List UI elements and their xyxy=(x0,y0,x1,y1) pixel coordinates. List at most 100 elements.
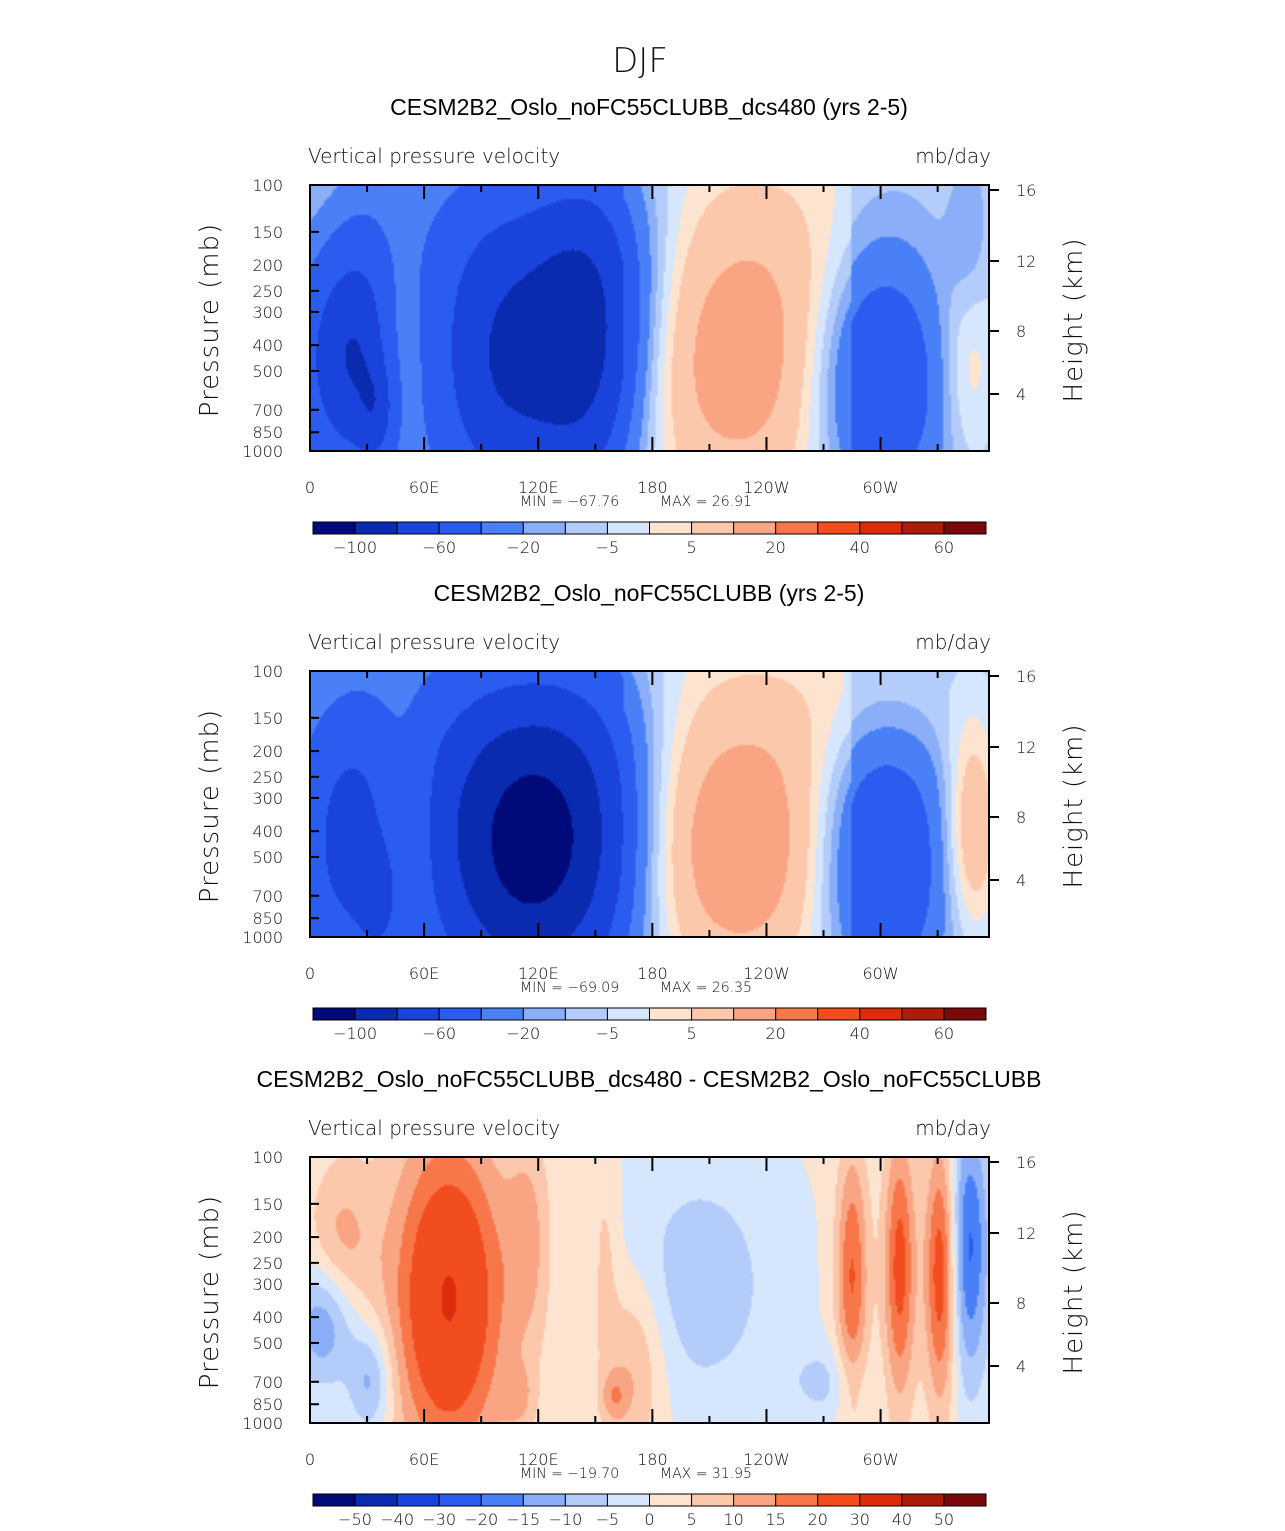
z-tick-label: 8 xyxy=(1016,808,1026,827)
colorbar-box xyxy=(564,1007,608,1021)
p-tick-label: 100 xyxy=(252,1148,283,1167)
contour-field xyxy=(310,671,989,937)
colorbar-box xyxy=(522,521,566,535)
x-tick-label: 180 xyxy=(637,478,668,497)
x-tick-label: 120E xyxy=(518,478,559,497)
z-tick-label: 4 xyxy=(1016,385,1026,404)
figure-title: DJF xyxy=(612,41,668,81)
variable-label: Vertical pressure velocity xyxy=(308,144,560,168)
colorbar-box xyxy=(312,521,356,535)
plot-frame xyxy=(309,184,990,452)
colorbar-label: −10 xyxy=(548,1510,582,1529)
colorbar-box xyxy=(606,521,650,535)
variable-label: Vertical pressure velocity xyxy=(308,630,560,654)
colorbar-label: −50 xyxy=(338,1510,372,1529)
colorbar-box xyxy=(943,521,987,535)
p-tick-label: 200 xyxy=(252,256,283,275)
colorbar-box xyxy=(312,1007,356,1021)
panel-title: CESM2B2_Oslo_noFC55CLUBB (yrs 2-5) xyxy=(434,580,865,606)
colorbar-box xyxy=(649,1007,693,1021)
x-tick-label: 0 xyxy=(305,964,315,983)
colorbar-box xyxy=(691,1007,735,1021)
p-tick-label: 400 xyxy=(252,822,283,841)
y-axis-title: Pressure (mb) xyxy=(195,1195,225,1389)
x-tick-label: 120E xyxy=(518,964,559,983)
x-tick-label: 60W xyxy=(862,478,898,497)
z-tick-label: 16 xyxy=(1016,181,1036,200)
min-label: MIN = −19.70 xyxy=(520,1466,619,1482)
p-tick-label: 400 xyxy=(252,336,283,355)
p-tick-label: 700 xyxy=(252,1373,283,1392)
p-tick-label: 250 xyxy=(252,1254,283,1273)
p-tick-label: 1000 xyxy=(242,442,283,461)
colorbar-box xyxy=(775,1007,819,1021)
p-tick-label: 150 xyxy=(252,223,283,242)
p-tick-label: 100 xyxy=(252,662,283,681)
colorbar-box xyxy=(480,1493,524,1507)
x-tick-label: 60E xyxy=(409,964,439,983)
colorbar-box xyxy=(606,1493,650,1507)
colorbar-label: −20 xyxy=(464,1510,498,1529)
p-tick-label: 500 xyxy=(252,848,283,867)
colorbar-box xyxy=(606,1007,650,1021)
x-tick-label: 60W xyxy=(862,964,898,983)
colorbar-label: −100 xyxy=(333,1024,377,1043)
z-tick-label: 12 xyxy=(1016,252,1036,271)
x-tick-label: 0 xyxy=(305,1450,315,1469)
colorbar-box xyxy=(775,1493,819,1507)
y2-axis-title: Height (km) xyxy=(1059,1210,1089,1375)
colorbar-label: 0 xyxy=(644,1510,654,1529)
colorbar-box xyxy=(817,1493,861,1507)
p-tick-label: 150 xyxy=(252,1195,283,1214)
colorbar-box xyxy=(859,521,903,535)
p-tick-label: 400 xyxy=(252,1308,283,1327)
p-tick-label: 850 xyxy=(252,909,283,928)
min-label: MIN = −69.09 xyxy=(520,980,619,996)
colorbar-box xyxy=(733,521,777,535)
colorbar-box xyxy=(438,1493,482,1507)
contour-field xyxy=(310,185,989,451)
colorbar-box xyxy=(691,1493,735,1507)
colorbar-label: 10 xyxy=(723,1510,743,1529)
z-tick-label: 8 xyxy=(1016,322,1026,341)
colorbar-box xyxy=(859,1493,903,1507)
plot-frame xyxy=(309,1156,990,1424)
y-axis-title: Pressure (mb) xyxy=(195,709,225,903)
colorbar-label: 50 xyxy=(934,1510,954,1529)
min-label: MIN = −67.76 xyxy=(520,494,619,510)
z-tick-label: 16 xyxy=(1016,667,1036,686)
p-tick-label: 200 xyxy=(252,1228,283,1247)
z-tick-label: 12 xyxy=(1016,738,1036,757)
panel-title: CESM2B2_Oslo_noFC55CLUBB_dcs480 (yrs 2-5… xyxy=(390,94,908,120)
colorbar-label: −60 xyxy=(422,1024,456,1043)
p-tick-label: 200 xyxy=(252,742,283,761)
colorbar-box xyxy=(901,1007,945,1021)
p-tick-label: 850 xyxy=(252,1395,283,1414)
colorbar-label: 5 xyxy=(686,1024,696,1043)
colorbar-box xyxy=(354,1007,398,1021)
max-label: MAX = 26.91 xyxy=(660,494,752,510)
colorbar-label: 40 xyxy=(892,1510,912,1529)
contour-field xyxy=(310,1157,989,1423)
units-label: mb/day xyxy=(915,1116,991,1140)
colorbar-box xyxy=(522,1007,566,1021)
p-tick-label: 700 xyxy=(252,887,283,906)
x-tick-label: 60W xyxy=(862,1450,898,1469)
units-label: mb/day xyxy=(915,630,991,654)
y-axis-title: Pressure (mb) xyxy=(195,223,225,417)
p-tick-label: 1000 xyxy=(242,1414,283,1433)
colorbar-box xyxy=(901,521,945,535)
p-tick-label: 250 xyxy=(252,768,283,787)
colorbar-label: 20 xyxy=(766,1024,786,1043)
colorbar-box xyxy=(396,1493,440,1507)
x-tick-label: 60E xyxy=(409,478,439,497)
colorbar-box xyxy=(817,521,861,535)
panel-1: CESM2B2_Oslo_noFC55CLUBB_dcs480 (yrs 2-5… xyxy=(195,94,1089,557)
x-tick-label: 120W xyxy=(743,1450,789,1469)
colorbar-box xyxy=(480,1007,524,1021)
colorbar-label: 40 xyxy=(850,1024,870,1043)
colorbar-box xyxy=(733,1493,777,1507)
x-tick-label: 0 xyxy=(305,478,315,497)
p-tick-label: 500 xyxy=(252,362,283,381)
p-tick-label: 100 xyxy=(252,176,283,195)
